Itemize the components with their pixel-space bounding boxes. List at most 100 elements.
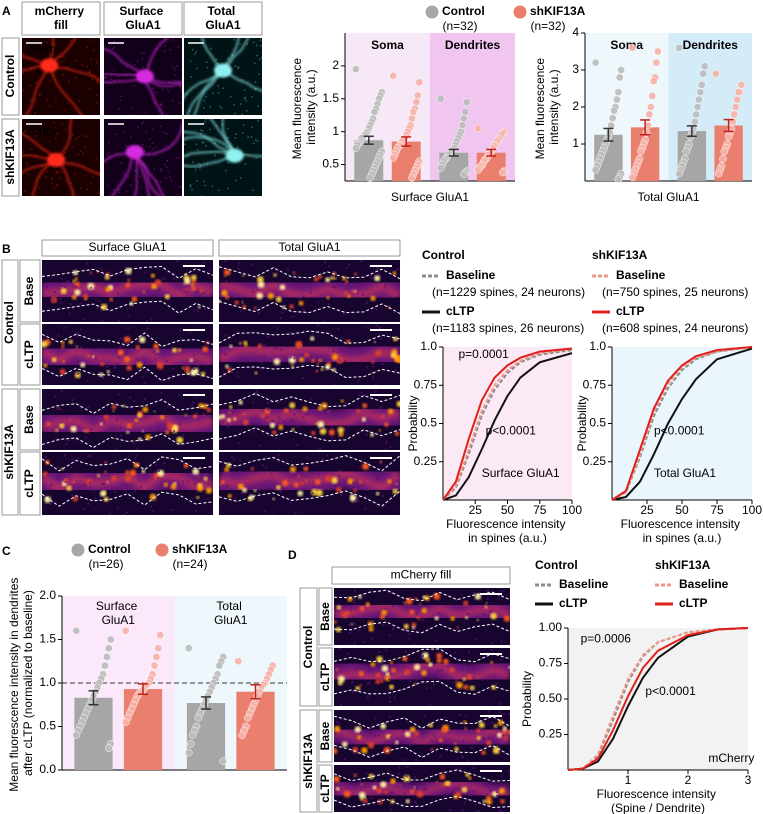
puncta — [490, 612, 497, 620]
noise — [195, 168, 197, 171]
puncta — [405, 597, 413, 605]
legend-note: (n=32) — [442, 19, 477, 33]
noise — [348, 263, 351, 266]
noise — [184, 143, 186, 145]
puncta — [291, 428, 295, 432]
noise — [139, 175, 141, 178]
noise — [87, 455, 90, 458]
noise — [113, 69, 115, 72]
row-label: cLTP — [318, 663, 332, 691]
noise — [360, 260, 363, 263]
noise — [178, 157, 181, 159]
noise — [186, 291, 189, 294]
data-point — [186, 740, 195, 748]
noise — [181, 95, 182, 98]
puncta — [317, 406, 323, 411]
noise — [178, 186, 181, 188]
noise — [378, 650, 381, 653]
noise — [145, 474, 148, 477]
noise — [290, 418, 293, 421]
puncta — [351, 611, 355, 614]
label-box — [1, 37, 20, 116]
noise — [179, 423, 182, 426]
puncta — [57, 406, 60, 410]
puncta — [484, 605, 488, 609]
noise — [52, 299, 55, 302]
noise — [53, 121, 55, 124]
puncta — [197, 482, 203, 488]
puncta — [241, 274, 245, 277]
puncta — [390, 660, 394, 665]
noise — [172, 271, 175, 274]
noise — [59, 177, 61, 179]
data-point — [238, 731, 246, 740]
noise — [305, 413, 308, 416]
puncta — [292, 271, 296, 275]
annotation: mCherry — [708, 751, 754, 765]
noise — [371, 277, 374, 280]
cdf-line — [567, 627, 749, 771]
category-label: Dendrites — [683, 38, 739, 52]
noise — [202, 142, 204, 144]
puncta — [55, 428, 59, 432]
noise — [202, 291, 205, 294]
cdf-line — [442, 352, 573, 501]
noise — [289, 356, 292, 359]
puncta — [422, 595, 426, 600]
noise — [24, 190, 27, 192]
outline — [334, 715, 510, 729]
micrograph-signal — [334, 765, 510, 812]
puncta — [104, 274, 110, 280]
row-label: cLTP — [318, 774, 332, 802]
noise — [149, 187, 151, 190]
noise — [126, 341, 129, 344]
noise — [336, 721, 339, 724]
noise — [165, 166, 168, 169]
label-box — [299, 709, 318, 813]
column-header: Surface GluA1 — [88, 240, 166, 254]
noise — [144, 271, 147, 274]
noise — [167, 90, 170, 93]
noise — [388, 715, 391, 718]
y-axis-label: Mean fluorescence intensity (a.u.) — [290, 55, 318, 160]
data-point — [714, 169, 723, 178]
legend-label: Control — [442, 4, 485, 18]
noise — [116, 402, 119, 405]
annotation: p=0.0001 — [458, 347, 509, 361]
data-point — [654, 47, 662, 56]
error-bar — [138, 683, 148, 696]
puncta — [176, 436, 184, 444]
x-tick-label: 3 — [745, 773, 752, 787]
noise — [257, 105, 260, 108]
y-tick-label: 3 — [572, 62, 579, 76]
puncta — [317, 421, 325, 428]
panel-label: B — [2, 242, 11, 256]
data-point — [72, 626, 81, 635]
noise — [221, 421, 224, 424]
soma — [125, 144, 144, 159]
noise — [437, 772, 440, 775]
cdf-line — [611, 346, 753, 501]
noise — [272, 272, 275, 275]
puncta — [490, 660, 494, 664]
noise — [275, 347, 278, 350]
noise — [154, 102, 156, 105]
noise — [86, 262, 89, 265]
noise — [370, 637, 373, 640]
noise — [140, 186, 143, 189]
noise — [473, 789, 476, 792]
data-point — [389, 71, 398, 80]
noise — [173, 273, 176, 276]
noise — [267, 408, 270, 411]
noise — [368, 266, 371, 269]
data-point — [215, 661, 224, 670]
noise — [157, 469, 160, 472]
data-point — [730, 110, 739, 119]
noise — [432, 683, 435, 686]
noise — [135, 357, 138, 360]
noise — [217, 92, 220, 94]
noise — [90, 286, 93, 289]
noise — [398, 766, 401, 769]
noise — [495, 682, 498, 685]
puncta — [336, 787, 340, 791]
